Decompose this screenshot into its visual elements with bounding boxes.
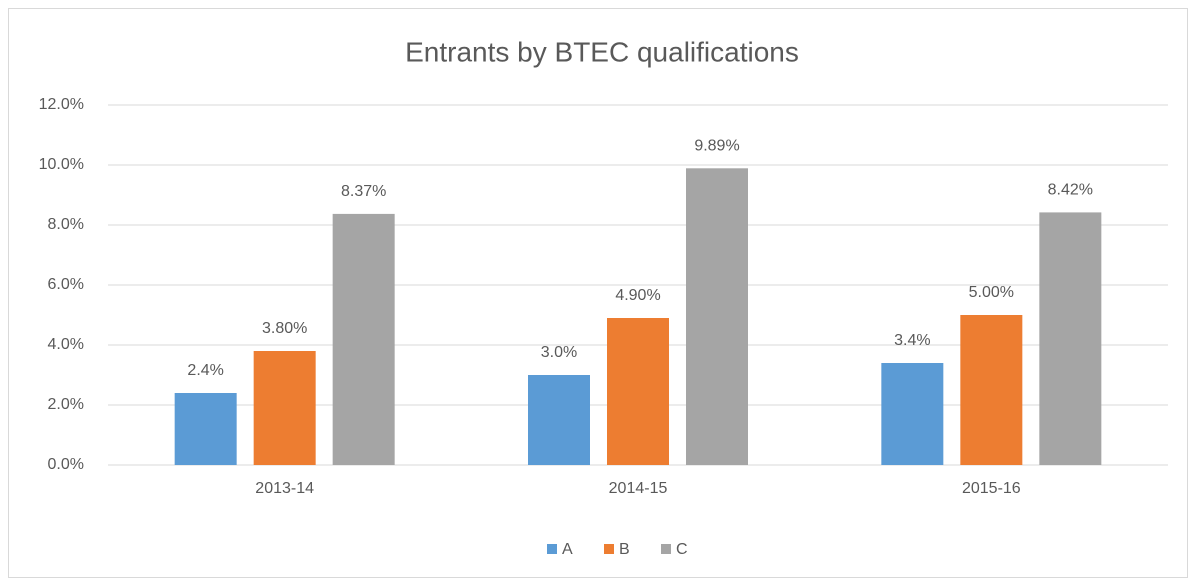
bar bbox=[1039, 212, 1102, 465]
data-label: 8.42% bbox=[1048, 182, 1093, 199]
bar bbox=[607, 318, 669, 465]
chart-title: Entrants by BTEC qualifications bbox=[405, 36, 799, 67]
legend-swatch bbox=[661, 544, 671, 554]
legend-label: B bbox=[619, 541, 630, 558]
data-label: 9.89% bbox=[694, 138, 739, 155]
legend-swatch bbox=[604, 544, 614, 554]
chart-border bbox=[8, 8, 1188, 578]
x-tick-label: 2015-16 bbox=[962, 480, 1021, 497]
y-tick-label: 10.0% bbox=[39, 156, 84, 173]
data-label: 3.0% bbox=[541, 344, 577, 361]
legend-swatch bbox=[547, 544, 557, 554]
x-tick-label: 2014-15 bbox=[609, 480, 668, 497]
data-label: 8.37% bbox=[341, 183, 386, 200]
legend-label: A bbox=[562, 541, 573, 558]
bar bbox=[881, 363, 944, 465]
y-tick-label: 6.0% bbox=[48, 276, 84, 293]
data-label: 4.90% bbox=[615, 287, 660, 304]
y-tick-label: 0.0% bbox=[48, 456, 84, 473]
data-label: 5.00% bbox=[969, 284, 1014, 301]
bar bbox=[686, 168, 748, 466]
data-label: 3.4% bbox=[894, 332, 930, 349]
legend-label: C bbox=[676, 541, 688, 558]
bar bbox=[528, 375, 590, 465]
data-label: 3.80% bbox=[262, 320, 307, 337]
x-tick-label: 2013-14 bbox=[255, 480, 314, 497]
y-tick-label: 2.0% bbox=[48, 396, 84, 413]
y-tick-label: 4.0% bbox=[48, 336, 84, 353]
bar bbox=[332, 213, 395, 465]
y-tick-label: 12.0% bbox=[39, 96, 84, 113]
y-tick-label: 8.0% bbox=[48, 216, 84, 233]
bar bbox=[253, 351, 316, 465]
data-label: 2.4% bbox=[187, 362, 223, 379]
bar bbox=[174, 393, 237, 465]
bar bbox=[960, 315, 1023, 465]
